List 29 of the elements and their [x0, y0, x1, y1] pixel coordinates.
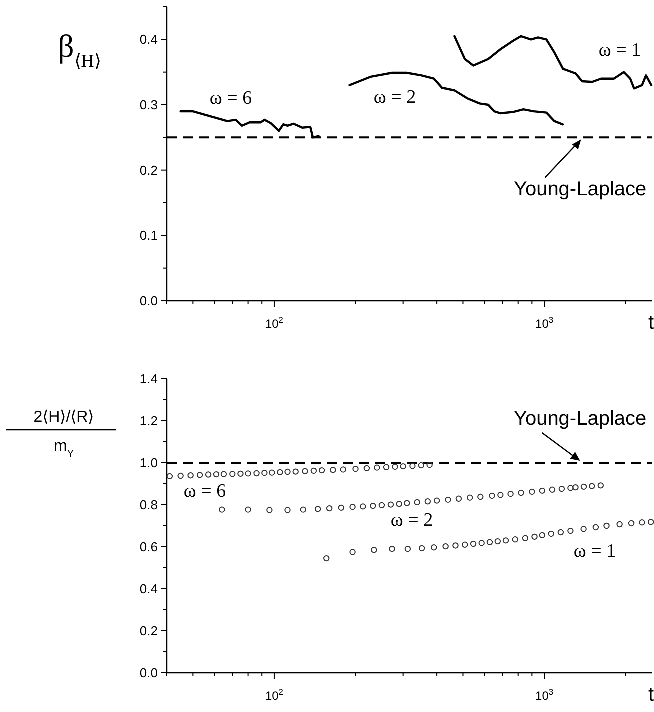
series-label: ω = 1: [574, 541, 616, 562]
y-tick-label: 0.1: [140, 228, 158, 244]
series-label: ω = 2: [390, 510, 434, 531]
y-tick-label: 1.4: [140, 372, 158, 386]
y-axis-title: β$_{⟨H⟩}$: [58, 28, 102, 71]
x-tick-label: 10$^{3}$: [536, 315, 554, 331]
y-tick-label: 0.2: [140, 162, 158, 178]
y-tick-label: 0.0: [140, 666, 158, 680]
series-label: ω = 6: [210, 88, 252, 109]
x-axis-title: t: [648, 312, 654, 334]
annotation: Young-Laplace: [514, 408, 647, 430]
x-axis-title: t: [648, 684, 654, 706]
y-tick-label: 0.4: [140, 32, 158, 48]
y-tick-label: 0.8: [140, 498, 158, 512]
y-tick-label: 1.0: [140, 456, 158, 470]
x-tick-label: 10$^{3}$: [536, 687, 554, 703]
y-tick-label: 0.0: [140, 294, 158, 308]
series-label: ω = 2: [374, 87, 416, 108]
x-tick-label: 10$^{2}$: [265, 315, 284, 331]
y-tick-label: 1.2: [140, 414, 158, 428]
y-tick-label: 0.2: [140, 624, 158, 638]
y-tick-label: 0.3: [140, 98, 158, 112]
x-tick-label: 10$^{2}$: [265, 687, 284, 703]
series-label: ω = 1: [598, 40, 642, 61]
y-tick-label: 0.4: [140, 582, 158, 596]
y-tick-label: 0.6: [140, 540, 158, 554]
y-axis-title: 2⟨H⟩/⟨R⟩ m$_{Y}$: [34, 409, 94, 460]
series-label: ω = 6: [184, 481, 226, 502]
annotation: Young-Laplace: [514, 178, 647, 201]
